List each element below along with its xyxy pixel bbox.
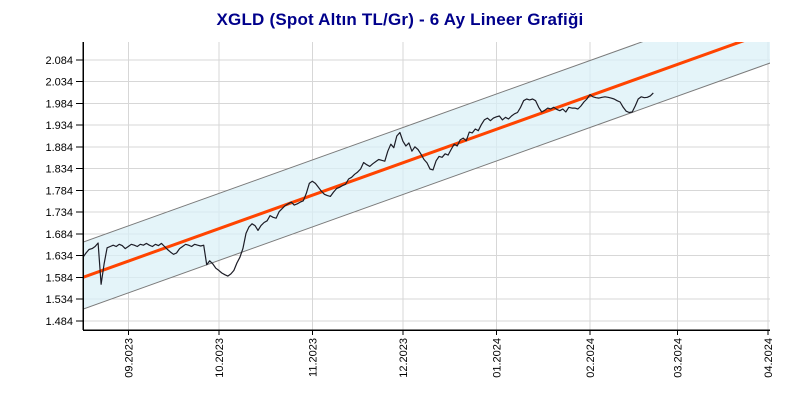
x-tick-label: 02.2024 xyxy=(585,338,597,378)
y-tick-label: 1.884 xyxy=(45,142,73,154)
price-line xyxy=(83,92,654,285)
channel-fill xyxy=(83,42,770,310)
x-tick-label: 04.2024 xyxy=(763,338,775,378)
x-tick-label: 01.2024 xyxy=(491,338,503,378)
y-tick-label: 1.784 xyxy=(45,185,73,197)
axes xyxy=(76,42,770,335)
x-tick-label: 03.2024 xyxy=(673,338,685,378)
regression-trendline xyxy=(83,42,745,279)
x-tick-label: 09.2023 xyxy=(123,338,135,378)
regression-channel xyxy=(83,42,770,310)
y-tick-label: 1.834 xyxy=(45,164,73,176)
x-tick-label: 11.2023 xyxy=(307,338,319,377)
x-tick-label: 10.2023 xyxy=(214,338,226,378)
y-tick-label: 1.484 xyxy=(45,316,73,328)
y-tick-label: 1.584 xyxy=(45,272,73,284)
y-tick-label: 2.034 xyxy=(45,77,73,89)
y-tick-label: 2.084 xyxy=(45,55,73,67)
x-tick-label: 12.2023 xyxy=(398,338,410,378)
y-tick-label: 1.734 xyxy=(45,207,73,219)
channel-lower-line xyxy=(83,62,770,310)
y-tick-label: 1.684 xyxy=(45,229,73,241)
y-tick-label: 1.534 xyxy=(45,294,73,306)
y-tick-label: 1.984 xyxy=(45,98,73,110)
channel-upper-line xyxy=(83,42,644,243)
chart-title: XGLD (Spot Altın TL/Gr) - 6 Ay Lineer Gr… xyxy=(216,10,584,29)
y-tick-label: 1.934 xyxy=(45,120,73,132)
axis-labels: 2.084 2.034 1.984 1.934 1.884 1.834 1.784 1.734… xyxy=(45,55,775,378)
series-lines xyxy=(83,42,745,285)
y-tick-label: 1.634 xyxy=(45,251,73,263)
